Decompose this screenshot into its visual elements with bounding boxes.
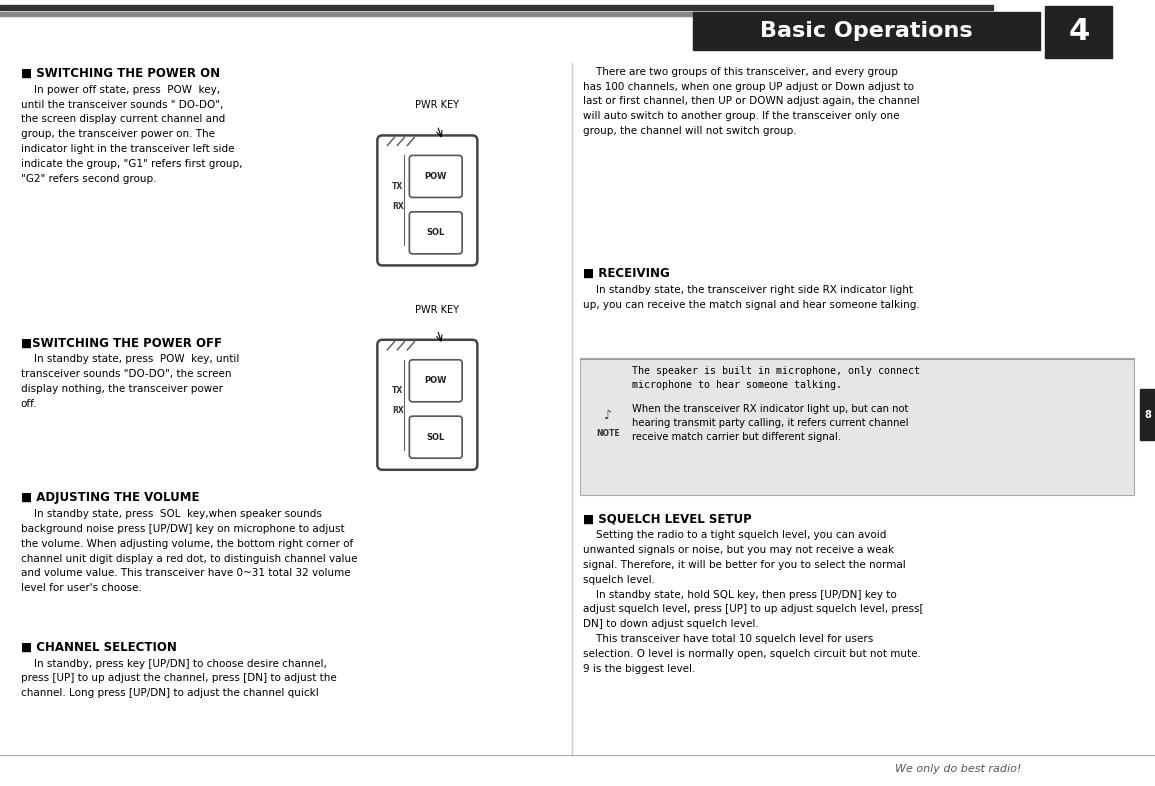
Text: POW: POW [425, 376, 447, 385]
FancyBboxPatch shape [409, 212, 462, 254]
Text: There are two groups of this transceiver, and every group
has 100 channels, when: There are two groups of this transceiver… [583, 67, 919, 136]
FancyBboxPatch shape [409, 156, 462, 197]
Text: Setting the radio to a tight squelch level, you can avoid
unwanted signals or no: Setting the radio to a tight squelch lev… [583, 531, 924, 674]
FancyBboxPatch shape [409, 417, 462, 458]
Text: RX: RX [393, 406, 404, 415]
Text: In standby state, the transceiver right side RX indicator light
up, you can rece: In standby state, the transceiver right … [583, 285, 921, 310]
Text: TX: TX [393, 386, 403, 395]
Bar [0, 5, 993, 10]
Bar [1140, 389, 1155, 440]
Bar [580, 358, 1134, 495]
Text: PWR KEY: PWR KEY [416, 101, 460, 110]
Bar [693, 12, 1040, 50]
Text: The speaker is built in microphone, only connect
microphone to hear someone talk: The speaker is built in microphone, only… [632, 365, 921, 390]
Text: ■ ADJUSTING THE VOLUME: ■ ADJUSTING THE VOLUME [21, 491, 200, 505]
Text: ■ CHANNEL SELECTION: ■ CHANNEL SELECTION [21, 641, 177, 654]
Text: SOL: SOL [426, 432, 445, 442]
Text: TX: TX [393, 182, 403, 190]
Text: 8: 8 [1145, 410, 1150, 420]
Text: ■SWITCHING THE POWER OFF: ■SWITCHING THE POWER OFF [21, 336, 222, 350]
Text: POW: POW [425, 172, 447, 181]
Text: NOTE: NOTE [596, 429, 620, 438]
Text: ♪: ♪ [604, 410, 612, 422]
Bar [1045, 6, 1112, 58]
Text: SOL: SOL [426, 228, 445, 237]
Text: ■ RECEIVING: ■ RECEIVING [583, 267, 670, 281]
Text: 4: 4 [1068, 17, 1089, 46]
Text: In power off state, press  POW  key,
until the transceiver sounds " DO-DO",
the : In power off state, press POW key, until… [21, 85, 243, 184]
Text: In standby state, press  SOL  key,when speaker sounds
background noise press [UP: In standby state, press SOL key,when spe… [21, 509, 357, 593]
FancyBboxPatch shape [409, 360, 462, 402]
Text: We only do best radio!: We only do best radio! [895, 764, 1022, 773]
Text: In standby state, press  POW  key, until
transceiver sounds "DO-DO", the screen
: In standby state, press POW key, until t… [21, 354, 239, 409]
Text: When the transceiver RX indicator light up, but can not
hearing transmit party c: When the transceiver RX indicator light … [632, 404, 909, 442]
Bar [0, 12, 993, 16]
FancyBboxPatch shape [378, 340, 477, 470]
Text: PWR KEY: PWR KEY [416, 305, 460, 314]
Text: RX: RX [393, 202, 404, 211]
Text: In standby, press key [UP/DN] to choose desire channel,
press [UP] to up adjust : In standby, press key [UP/DN] to choose … [21, 659, 336, 698]
Text: ■ SWITCHING THE POWER ON: ■ SWITCHING THE POWER ON [21, 67, 219, 80]
FancyBboxPatch shape [378, 135, 477, 266]
Text: Basic Operations: Basic Operations [760, 21, 973, 41]
Text: ■ SQUELCH LEVEL SETUP: ■ SQUELCH LEVEL SETUP [583, 512, 752, 526]
